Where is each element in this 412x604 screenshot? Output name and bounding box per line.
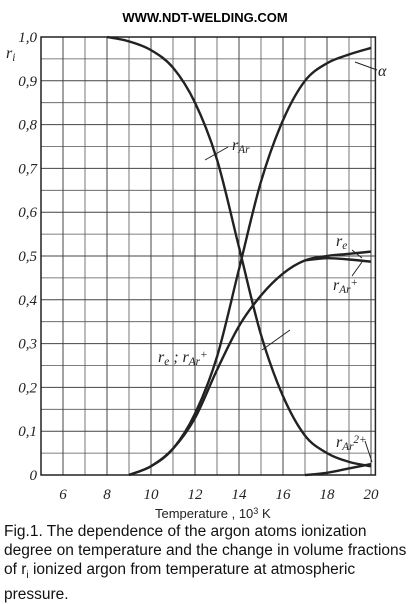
plot-frame bbox=[40, 36, 377, 476]
x-tick-label: 8 bbox=[103, 487, 111, 503]
x-tick-label: 6 bbox=[59, 487, 67, 503]
y-tick-label: 0 bbox=[30, 468, 38, 484]
label-part: + bbox=[200, 349, 208, 361]
y-tick-label: 0,5 bbox=[18, 249, 37, 265]
x-tick-label: 16 bbox=[276, 487, 292, 503]
x-tick-label: 20 bbox=[364, 487, 380, 503]
header: WWW.NDT-WELDING.COM bbox=[122, 10, 287, 25]
label-part: Ar bbox=[237, 144, 250, 156]
y-tick-label: 0,3 bbox=[18, 337, 37, 353]
curve bbox=[128, 46, 372, 477]
curve bbox=[304, 256, 372, 263]
x-axis-label: Temperature , 103 K bbox=[155, 506, 271, 520]
y-tick-label: 0,2 bbox=[18, 380, 37, 396]
label-part: ; r bbox=[169, 349, 189, 366]
x-tick-label: 10 bbox=[144, 487, 160, 503]
curve-label: rAr bbox=[232, 137, 250, 156]
label-part: r bbox=[336, 434, 343, 451]
curve-label: re bbox=[336, 233, 347, 252]
label-part: i bbox=[12, 52, 15, 64]
curve bbox=[128, 250, 372, 477]
leader-line bbox=[261, 329, 291, 351]
caption: Fig.1. The dependence of the argon atoms… bbox=[4, 522, 408, 604]
label-part: + bbox=[350, 277, 358, 289]
y-tick-label: 0,8 bbox=[18, 118, 37, 134]
label-part: K bbox=[258, 506, 271, 520]
curve-label: re ; rAr+ bbox=[158, 349, 208, 369]
leader-line bbox=[351, 249, 363, 259]
label-part: r bbox=[232, 137, 239, 154]
chart: WWW.NDT-WELDING.COM 6 8 10 12 14 16 18 20 0 0,1 0,… bbox=[6, 10, 387, 520]
label-part: r bbox=[6, 45, 13, 62]
label-part: 2+ bbox=[353, 434, 366, 446]
curve bbox=[106, 35, 372, 468]
caption-part: Fig.1. The dependence of the argon atoms… bbox=[4, 523, 407, 578]
y-tick-label: 0,7 bbox=[18, 161, 38, 177]
label-part: Ar bbox=[341, 441, 354, 453]
label-part: 3 bbox=[253, 506, 258, 516]
leader-line bbox=[364, 440, 373, 463]
label-part: e bbox=[164, 356, 169, 368]
label-part: e bbox=[342, 240, 347, 252]
y-tick-label: 0,6 bbox=[18, 205, 37, 221]
leader-line bbox=[354, 61, 378, 71]
y-tick-label: 0,4 bbox=[18, 293, 37, 309]
label-part: Ar bbox=[188, 356, 201, 368]
y-tick-label: 0,1 bbox=[18, 424, 37, 440]
y-axis-label: ri bbox=[6, 45, 15, 64]
leader-line bbox=[351, 261, 363, 277]
curve-label: α bbox=[378, 63, 387, 80]
curve-label: rAr+ bbox=[333, 277, 358, 297]
curve-label: rAr2+ bbox=[336, 434, 367, 454]
x-tick-label: 12 bbox=[188, 487, 204, 503]
caption-part: ionized argon from temperature at atmosp… bbox=[4, 561, 356, 604]
curve bbox=[304, 462, 372, 477]
label-part: r bbox=[336, 233, 343, 250]
x-tick-label: 18 bbox=[320, 487, 336, 503]
label-part: Temperature , 10 bbox=[155, 506, 253, 520]
label-part: r bbox=[333, 277, 340, 294]
y-tick-label: 0,9 bbox=[18, 74, 37, 90]
label-part: Ar bbox=[338, 284, 351, 296]
label-part: α bbox=[378, 63, 387, 80]
label-part: r bbox=[158, 349, 165, 366]
x-tick-label: 14 bbox=[232, 487, 248, 503]
caption-part: i bbox=[26, 570, 29, 582]
leader-line bbox=[204, 146, 229, 161]
y-tick-label: 1,0 bbox=[18, 30, 37, 46]
